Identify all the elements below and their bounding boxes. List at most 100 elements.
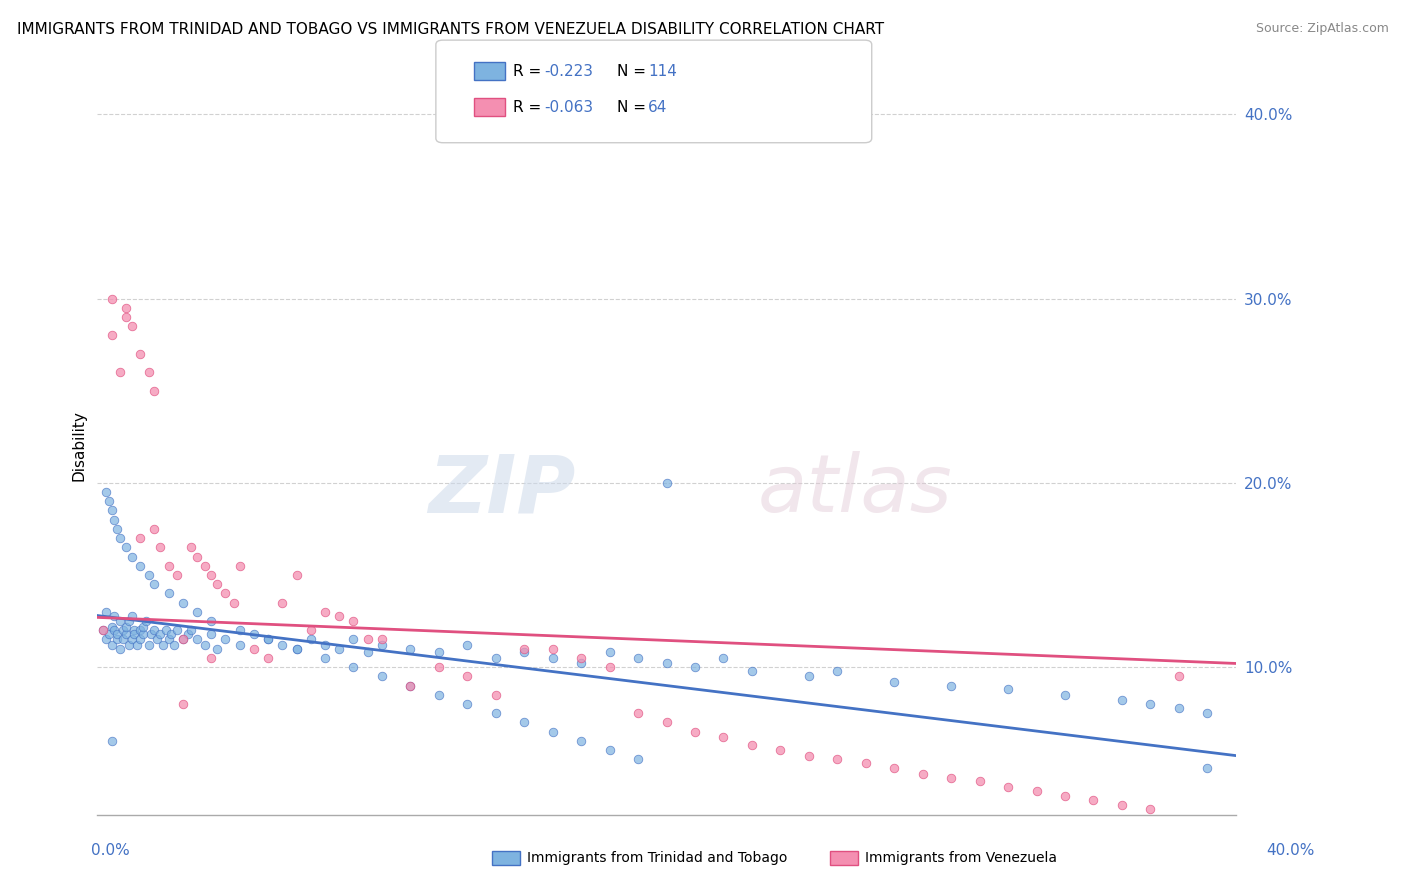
Point bbox=[997, 682, 1019, 697]
Point bbox=[285, 641, 308, 656]
Point bbox=[357, 645, 380, 659]
Point bbox=[105, 632, 128, 647]
Point bbox=[100, 734, 122, 748]
Point bbox=[129, 531, 152, 545]
Point bbox=[100, 503, 122, 517]
Text: Source: ZipAtlas.com: Source: ZipAtlas.com bbox=[1256, 22, 1389, 36]
Point bbox=[285, 641, 308, 656]
Point bbox=[599, 743, 621, 757]
Point bbox=[149, 541, 172, 555]
Point bbox=[228, 624, 250, 638]
Point bbox=[152, 638, 174, 652]
Point bbox=[121, 632, 143, 647]
Point bbox=[1167, 700, 1189, 714]
Point bbox=[200, 651, 222, 665]
Point bbox=[114, 627, 136, 641]
Text: R =: R = bbox=[513, 64, 547, 78]
Point bbox=[683, 660, 706, 674]
Point bbox=[655, 657, 678, 671]
Text: -0.223: -0.223 bbox=[544, 64, 593, 78]
Point bbox=[399, 679, 422, 693]
Point bbox=[541, 724, 564, 739]
Point bbox=[342, 660, 364, 674]
Point bbox=[100, 619, 122, 633]
Point bbox=[172, 697, 194, 711]
Point bbox=[599, 660, 621, 674]
Point bbox=[797, 669, 820, 683]
Point bbox=[371, 669, 394, 683]
Point bbox=[569, 651, 592, 665]
Point bbox=[180, 541, 202, 555]
Text: 64: 64 bbox=[648, 100, 668, 114]
Point bbox=[1167, 669, 1189, 683]
Point bbox=[143, 624, 166, 638]
Text: atlas: atlas bbox=[758, 451, 952, 529]
Point bbox=[456, 697, 478, 711]
Point bbox=[599, 645, 621, 659]
Point bbox=[314, 651, 336, 665]
Point bbox=[911, 767, 934, 781]
Point bbox=[138, 638, 160, 652]
Point bbox=[121, 549, 143, 564]
Point bbox=[855, 756, 877, 770]
Point bbox=[155, 624, 177, 638]
Point bbox=[186, 632, 208, 647]
Point bbox=[163, 638, 186, 652]
Point bbox=[138, 568, 160, 582]
Point bbox=[157, 558, 180, 573]
Point bbox=[456, 638, 478, 652]
Point bbox=[285, 568, 308, 582]
Point bbox=[399, 679, 422, 693]
Point bbox=[118, 638, 141, 652]
Point bbox=[627, 706, 650, 721]
Y-axis label: Disability: Disability bbox=[72, 410, 86, 482]
Point bbox=[94, 485, 117, 500]
Point bbox=[97, 494, 120, 508]
Point bbox=[342, 632, 364, 647]
Point bbox=[100, 328, 122, 343]
Point bbox=[103, 608, 125, 623]
Point bbox=[129, 632, 152, 647]
Point bbox=[1197, 762, 1219, 776]
Text: IMMIGRANTS FROM TRINIDAD AND TOBAGO VS IMMIGRANTS FROM VENEZUELA DISABILITY CORR: IMMIGRANTS FROM TRINIDAD AND TOBAGO VS I… bbox=[17, 22, 884, 37]
Point bbox=[399, 641, 422, 656]
Point bbox=[172, 596, 194, 610]
Point bbox=[108, 614, 131, 628]
Text: R =: R = bbox=[513, 100, 547, 114]
Point bbox=[513, 645, 536, 659]
Point bbox=[371, 632, 394, 647]
Point bbox=[883, 674, 905, 689]
Point bbox=[485, 651, 508, 665]
Point bbox=[939, 679, 962, 693]
Point bbox=[569, 657, 592, 671]
Point bbox=[243, 641, 266, 656]
Point bbox=[997, 780, 1019, 794]
Point bbox=[1053, 688, 1076, 702]
Point bbox=[172, 632, 194, 647]
Point bbox=[105, 627, 128, 641]
Point bbox=[713, 651, 735, 665]
Point bbox=[135, 614, 157, 628]
Text: ZIP: ZIP bbox=[427, 451, 575, 529]
Point bbox=[100, 292, 122, 306]
Point bbox=[114, 301, 136, 315]
Point bbox=[1025, 783, 1047, 797]
Point bbox=[741, 738, 763, 752]
Point bbox=[328, 641, 350, 656]
Point bbox=[111, 632, 134, 647]
Point bbox=[100, 638, 122, 652]
Point bbox=[172, 632, 194, 647]
Point bbox=[214, 632, 236, 647]
Point bbox=[713, 730, 735, 744]
Text: Immigrants from Trinidad and Tobago: Immigrants from Trinidad and Tobago bbox=[527, 851, 787, 865]
Point bbox=[299, 632, 322, 647]
Point bbox=[371, 638, 394, 652]
Point bbox=[1083, 793, 1105, 807]
Point bbox=[160, 627, 183, 641]
Point bbox=[129, 347, 152, 361]
Point bbox=[149, 627, 172, 641]
Point bbox=[827, 664, 849, 678]
Text: N =: N = bbox=[617, 100, 651, 114]
Text: Immigrants from Venezuela: Immigrants from Venezuela bbox=[865, 851, 1057, 865]
Point bbox=[741, 664, 763, 678]
